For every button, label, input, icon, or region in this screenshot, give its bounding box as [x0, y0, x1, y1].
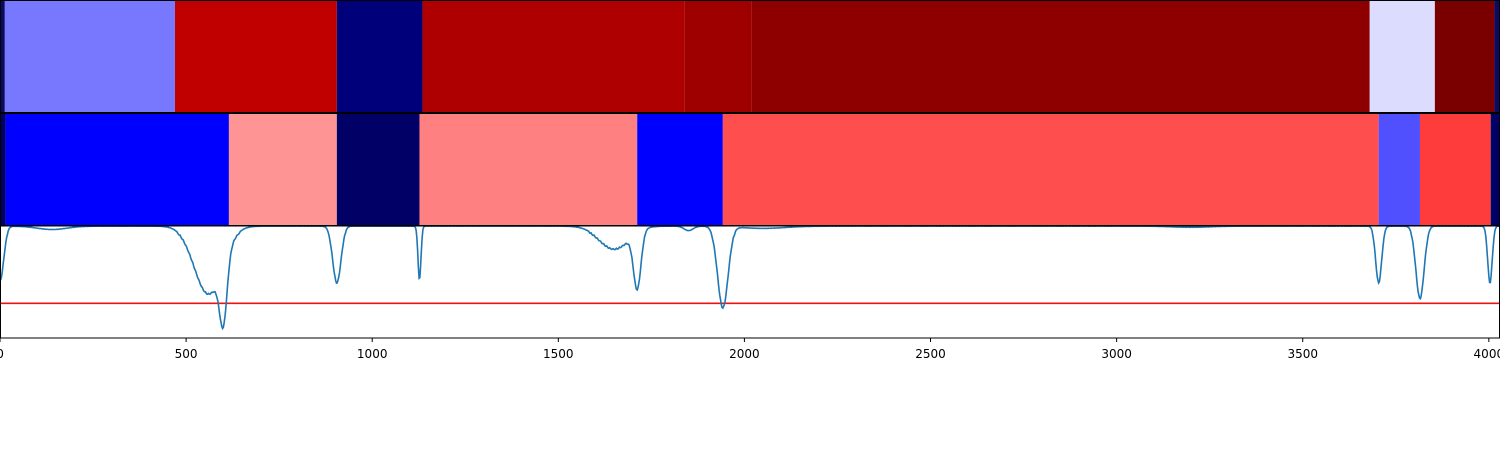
heatmap-segment [637, 113, 723, 226]
x-tick-label: 2500 [915, 347, 946, 361]
x-tick-label: 4000 [1474, 347, 1500, 361]
x-tick-label: 500 [175, 347, 198, 361]
line-panel [0, 225, 1500, 331]
heatmap-segment [228, 113, 337, 226]
heatmap-segment [336, 113, 420, 226]
heatmap-segment [1369, 0, 1435, 113]
heatmap-segment [1378, 113, 1420, 226]
heatmap-segment [422, 0, 685, 113]
x-axis: 0 500 1000 1500 2000 2500 3000 3500 4000 [0, 338, 1500, 361]
heatmap-segment [1490, 113, 1500, 226]
heatmap-segment [751, 0, 1370, 113]
series-line [0, 225, 1500, 331]
x-tick-label: 0 [0, 347, 4, 361]
heatmap-segment [0, 113, 6, 226]
heatmap-segment [0, 0, 5, 113]
heatmap-segment [336, 0, 423, 113]
heatmap-segment [5, 113, 229, 226]
heatmap-segment [174, 0, 337, 113]
heatmap-segment [4, 0, 175, 113]
heatmap-segment [722, 113, 1379, 226]
x-tick-label: 3500 [1287, 347, 1318, 361]
heatmap-segment [684, 0, 752, 113]
x-tick-label: 2000 [729, 347, 760, 361]
heatmap-segment [419, 113, 638, 226]
panel-frame [0, 225, 1500, 339]
x-tick-label: 1000 [357, 347, 388, 361]
heatmap-panel-top [0, 0, 1500, 113]
heatmap-segment [1419, 113, 1491, 226]
heatmap-segment [1434, 0, 1495, 113]
heatmap-segment [1494, 0, 1500, 113]
heatmap-panel-middle [0, 113, 1500, 226]
x-tick-label: 3000 [1101, 347, 1132, 361]
x-tick-label: 1500 [543, 347, 574, 361]
